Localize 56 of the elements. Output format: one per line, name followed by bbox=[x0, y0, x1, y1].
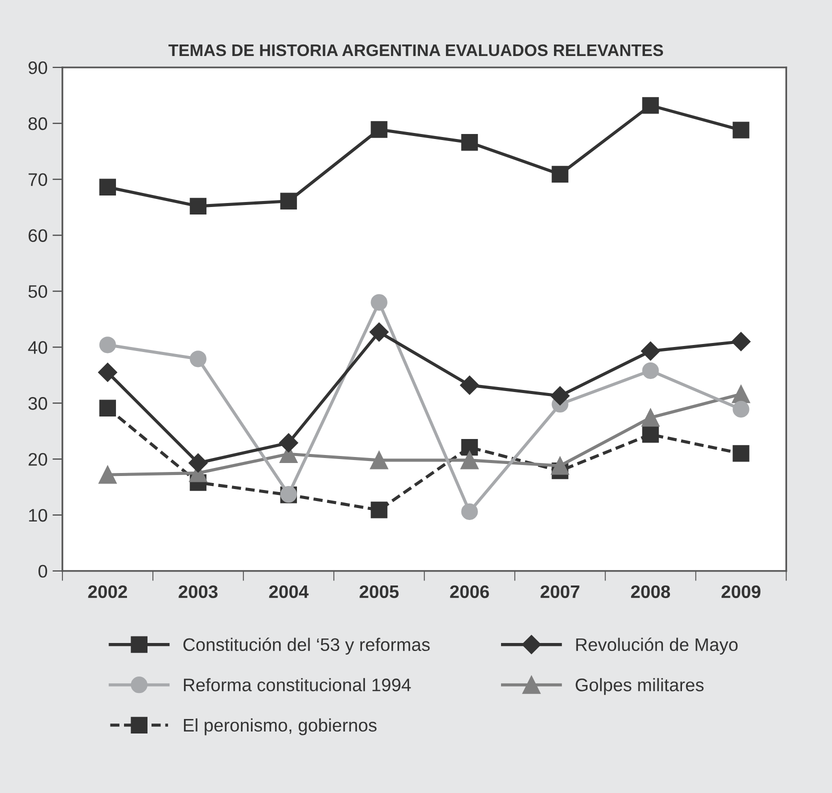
point bbox=[461, 134, 478, 151]
point bbox=[280, 192, 297, 210]
y-tick-label: 0 bbox=[38, 564, 48, 578]
legend-label: El peronismo, gobiernos bbox=[184, 718, 377, 736]
point bbox=[370, 121, 388, 138]
point bbox=[552, 166, 568, 183]
x-tick-label: 2008 bbox=[631, 585, 670, 598]
point bbox=[460, 376, 480, 395]
x-tick-label: 2009 bbox=[722, 585, 760, 598]
y-tick-label: 90 bbox=[28, 61, 48, 74]
x-tick-label: 2006 bbox=[450, 585, 489, 598]
y-tick-label: 40 bbox=[28, 341, 48, 354]
legend-label: Revolución de Mayo bbox=[576, 638, 738, 655]
point bbox=[370, 502, 388, 518]
point bbox=[732, 122, 750, 138]
legend-label: Constitución del ‘53 y reformas bbox=[183, 638, 430, 655]
x-tick-label: 2002 bbox=[88, 585, 127, 598]
point bbox=[550, 386, 570, 406]
x-tick-label: 2005 bbox=[360, 585, 399, 598]
point bbox=[460, 451, 479, 470]
point bbox=[98, 466, 117, 484]
point bbox=[551, 456, 570, 475]
y-tick-label: 30 bbox=[28, 397, 48, 410]
point bbox=[99, 336, 116, 354]
point bbox=[370, 322, 389, 342]
point bbox=[370, 294, 388, 311]
point bbox=[99, 400, 116, 416]
point bbox=[370, 451, 388, 470]
point bbox=[642, 362, 659, 379]
point bbox=[190, 198, 206, 214]
point bbox=[641, 408, 660, 427]
point bbox=[98, 362, 118, 382]
y-tick-label: 70 bbox=[28, 173, 48, 186]
legend-label: Golpes militares bbox=[576, 678, 704, 695]
x-tick-label: 2003 bbox=[178, 585, 218, 598]
y-tick-label: 60 bbox=[28, 229, 48, 242]
point bbox=[188, 453, 208, 473]
point bbox=[732, 400, 750, 418]
y-tick-label: 50 bbox=[28, 285, 48, 298]
point bbox=[640, 342, 660, 361]
x-tick-label: 2007 bbox=[540, 585, 580, 598]
chart-title: TEMAS DE HISTORIA ARGENTINA EVALUADOS RELEVANTES bbox=[168, 44, 664, 56]
point bbox=[461, 503, 478, 520]
x-tick-label: 2004 bbox=[269, 585, 309, 598]
point bbox=[279, 433, 298, 452]
y-tick-label: 10 bbox=[29, 508, 48, 522]
point bbox=[642, 426, 659, 443]
point bbox=[732, 445, 750, 462]
point bbox=[731, 332, 751, 352]
point bbox=[190, 350, 206, 368]
point bbox=[642, 97, 659, 114]
y-tick-label: 20 bbox=[28, 452, 48, 466]
point bbox=[461, 438, 478, 456]
y-tick-label: 80 bbox=[28, 117, 48, 130]
legend-label: Reforma constitucional 1994 bbox=[184, 678, 411, 692]
point bbox=[99, 178, 116, 196]
